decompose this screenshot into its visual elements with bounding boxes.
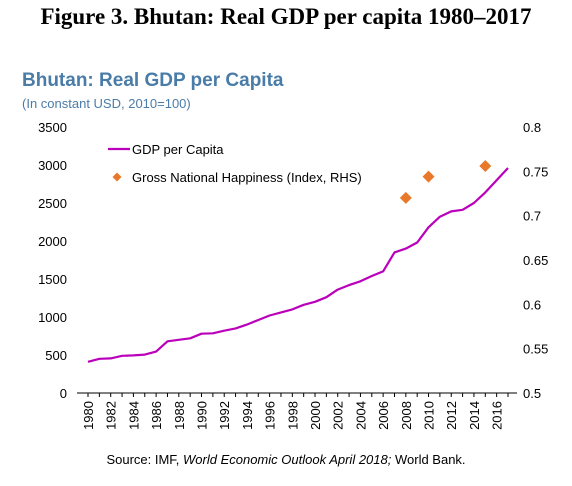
x-tick-label: 1980: [81, 401, 96, 430]
legend-gdp-label: GDP per Capita: [132, 142, 224, 157]
x-tick-label: 1994: [240, 401, 255, 430]
x-tick-label: 2010: [422, 401, 437, 430]
x-tick-label: 1990: [195, 401, 210, 430]
x-tick-label: 2000: [308, 401, 323, 430]
x-tick-label: 2004: [353, 401, 368, 430]
y-left-tick-label: 3500: [38, 120, 67, 135]
y-right-tick-label: 0.75: [523, 164, 548, 179]
y-right-tick-label: 0.6: [523, 297, 541, 312]
x-tick-label: 1998: [285, 401, 300, 430]
happiness-point: [479, 160, 492, 173]
legend-happiness-swatch: [112, 172, 122, 182]
legend-happiness-label: Gross National Happiness (Index, RHS): [132, 170, 362, 185]
y-right-tick-label: 0.5: [523, 386, 541, 401]
chart-axes: 0 500 1000 1500 2000 2500 3000 3500 0.5 0.55 0.6 0.…: [38, 120, 548, 430]
source-note: Source: IMF, World Economic Outlook Apri…: [0, 452, 572, 467]
y-left-tick-label: 0: [60, 386, 67, 401]
y-right-tick-label: 0.65: [523, 253, 548, 268]
chart-legend: GDP per Capita Gross National Happiness (…: [108, 142, 362, 185]
y-left-tick-label: 500: [45, 348, 67, 363]
x-tick-label: 2008: [399, 401, 414, 430]
y-left-tick-label: 1000: [38, 310, 67, 325]
x-tick-label: 2006: [376, 401, 391, 430]
x-tick-label: 2014: [467, 401, 482, 430]
happiness-point: [422, 170, 435, 183]
figure-title: Figure 3. Bhutan: Real GDP per capita 19…: [40, 4, 532, 29]
x-tick-label: 1992: [217, 401, 232, 430]
x-tick-label: 1996: [263, 401, 278, 430]
x-tick-label: 2002: [331, 401, 346, 430]
x-tick-label: 1988: [172, 401, 187, 430]
happiness-point: [399, 191, 412, 204]
x-tick-label: 1982: [104, 401, 119, 430]
chart-subtitle: (In constant USD, 2010=100): [22, 96, 191, 111]
x-tick-label: 1986: [149, 401, 164, 430]
y-right-tick-label: 0.8: [523, 120, 541, 135]
y-left-tick-label: 2500: [38, 196, 67, 211]
y-left-tick-label: 1500: [38, 272, 67, 287]
chart-title: Bhutan: Real GDP per Capita: [22, 70, 284, 91]
source-suffix: World Bank.: [391, 452, 466, 467]
chart-marks: [87, 160, 509, 363]
x-tick-label: 2012: [444, 401, 459, 430]
x-tick-label: 1984: [126, 401, 141, 430]
x-tick-label: 2016: [490, 401, 505, 430]
gdp-per-capita-line: [87, 167, 509, 363]
y-left-tick-label: 2000: [38, 234, 67, 249]
y-right-tick-label: 0.7: [523, 209, 541, 224]
y-right-tick-label: 0.55: [523, 342, 548, 357]
source-prefix: Source: IMF,: [106, 452, 184, 467]
source-italic: World Economic Outlook April 2018;: [183, 452, 392, 467]
y-left-tick-label: 3000: [38, 158, 67, 173]
